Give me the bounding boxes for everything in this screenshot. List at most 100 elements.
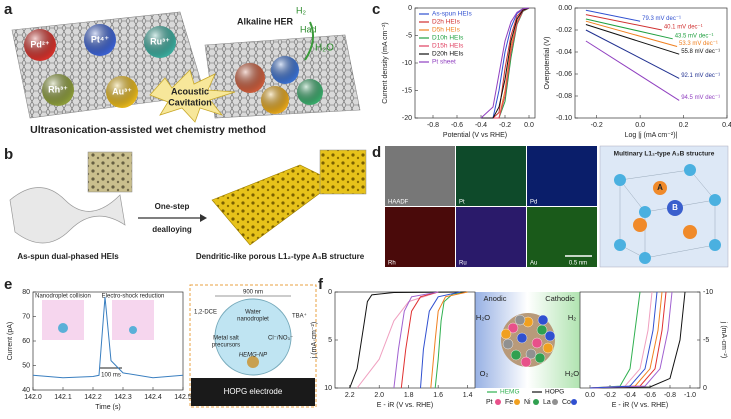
anion-label: Cl⁻/NO₃⁻ (268, 336, 293, 342)
atom (537, 314, 549, 326)
panel-letter: e (4, 276, 12, 293)
map-label: Pd (530, 200, 537, 206)
cavitation-burst (149, 69, 236, 123)
y-tick-label: -5 (406, 32, 412, 39)
electrode (191, 378, 315, 406)
series-line (589, 291, 686, 389)
atom (514, 314, 526, 326)
series-line (585, 14, 662, 31)
y-tick-label: 50 (22, 362, 30, 369)
x-tick-label: 142.2 (84, 394, 102, 401)
legend-label: D10h HEIs (432, 35, 464, 42)
series-label: 92.1 mV dec⁻¹ (681, 73, 720, 79)
precursor-label: precursors (212, 343, 240, 349)
series-line (481, 7, 530, 119)
series-label: 55.8 mV dec⁻¹ (681, 49, 720, 55)
legend-label: As-spun HEIs (432, 11, 472, 18)
series-line (585, 29, 680, 79)
x-tick-label: 0.4 (722, 122, 731, 129)
y-tick-label: 0 (408, 5, 412, 12)
inset-label: Nanodroplet collision (35, 294, 91, 300)
y-axis-label: j (mA·cm⁻²) (311, 322, 318, 359)
species-label: H₂ (568, 313, 576, 322)
legend-label: Pt sheet (432, 59, 456, 66)
y-tick-label: 0.00 (558, 5, 572, 12)
x-tick-label: -0.6 (644, 392, 656, 399)
x-axis-label: E - iR (V vs. RHE) (612, 402, 668, 409)
time-bar-label: 100 ms (101, 373, 121, 379)
cation-label: TBA⁺ (292, 313, 307, 320)
porous-slab (211, 164, 336, 246)
y-tick-label: -15 (402, 87, 412, 94)
cavitation-label: Cavitation (168, 97, 212, 107)
x-tick-label: 142.1 (54, 394, 72, 401)
y-tick-label: -0.02 (556, 27, 572, 34)
element-label: Pt (486, 399, 493, 406)
series-label: 94.5 mV dec⁻¹ (681, 95, 720, 101)
series-label: 40.1 mV dec⁻¹ (664, 25, 703, 31)
series-line (585, 9, 641, 22)
x-tick-label: -0.2 (604, 392, 616, 399)
series-label: 79.3 mV dec⁻¹ (642, 16, 681, 22)
map-label: Ru (459, 261, 467, 267)
series-line (585, 40, 680, 101)
element-dot (533, 399, 539, 405)
y-tick-label: 5 (328, 337, 332, 344)
y-tick-label: 80 (22, 289, 30, 296)
y-tick-label: 60 (22, 338, 30, 345)
element-dot (571, 399, 577, 405)
y-tick-label: -10 (402, 60, 412, 67)
step-label: One-step (155, 202, 190, 211)
x-tick-label: 0.0 (585, 392, 595, 399)
series-line (420, 291, 461, 389)
x-axis-label: E - iR (V vs. RHE) (377, 402, 433, 409)
step-label: dealloying (152, 225, 192, 234)
map-label: Au (530, 261, 537, 267)
series-line (585, 20, 678, 47)
x-tick-label: -0.4 (624, 392, 636, 399)
y-tick-label: 70 (22, 313, 30, 320)
element-label: Ni (524, 399, 531, 406)
y-tick-label: -5 (703, 337, 709, 344)
series-line (589, 291, 673, 389)
series-line (430, 291, 468, 389)
plot-frame (574, 7, 728, 119)
x-tick-label: 1.6 (433, 392, 443, 399)
map-label: Pt (459, 200, 465, 206)
series-line (481, 7, 530, 119)
x-tick-label: 142.4 (144, 394, 162, 401)
atom (502, 338, 514, 350)
eds-maps (385, 146, 597, 267)
nanoparticle (247, 356, 259, 368)
y-tick-label: -0.10 (556, 115, 572, 122)
series-line (481, 7, 530, 119)
series-line (400, 291, 439, 389)
legend-label: D15h HEIs (432, 43, 464, 50)
y-tick-label: 0 (328, 289, 332, 296)
caption: Ultrasonication-assisted wet chemistry m… (30, 124, 266, 136)
x-tick-label: -1.0 (684, 392, 696, 399)
region-label: Cathodic (545, 294, 575, 303)
inset-label: Electro-shock reduction (102, 294, 165, 300)
series-line (589, 291, 658, 389)
atom (531, 337, 543, 349)
inset (319, 149, 367, 195)
map-label: HAADF (388, 200, 409, 206)
y-tick-label: -20 (402, 115, 412, 122)
y-tick-label: 10 (324, 385, 332, 392)
legend-label: HOPG (545, 389, 564, 396)
y-tick-label: -0.08 (556, 93, 572, 100)
x-axis-label: Potential (V vs RHE) (443, 132, 507, 139)
lattice (614, 164, 721, 264)
element-dot (495, 399, 501, 405)
x-tick-label: 0.0 (635, 122, 645, 129)
x-tick-label: -0.6 (451, 122, 463, 129)
ions (24, 24, 176, 108)
ion-label: Au³⁺ (112, 86, 132, 96)
x-tick-label: 0.0 (524, 122, 534, 129)
panel-letter: a (4, 1, 13, 18)
ion-label: Pt⁴⁺ (91, 34, 109, 44)
plot-frame (579, 291, 701, 389)
atom (534, 352, 546, 364)
np-label: HEMG-NP (239, 353, 267, 359)
